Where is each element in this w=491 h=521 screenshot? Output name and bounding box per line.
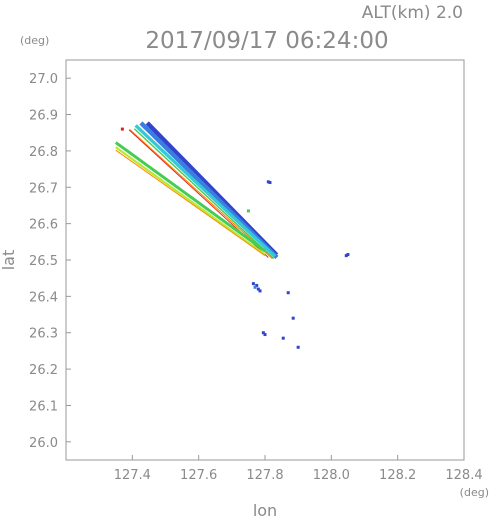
- x-axis-label: lon: [253, 501, 277, 520]
- data-point: [255, 283, 259, 287]
- data-band-layer-orange: [129, 129, 273, 259]
- data-point: [291, 316, 295, 320]
- x-unit-label: (deg): [460, 486, 489, 499]
- plot-frame: [65, 59, 465, 461]
- data-band-2: [114, 141, 266, 257]
- data-point: [258, 289, 262, 293]
- data-point: [266, 180, 270, 184]
- data-point: [296, 345, 300, 349]
- data-point: [281, 336, 285, 340]
- altitude-label: ALT(km) 2.0: [362, 3, 463, 23]
- y-tick-label: 26.7: [29, 181, 58, 196]
- data-band-1: [128, 121, 279, 260]
- y-tick-label: 26.5: [29, 254, 58, 269]
- data-band-layer-orange: [115, 149, 266, 257]
- y-axis-label: lat: [0, 250, 18, 271]
- data-bands-layer: [114, 121, 279, 260]
- x-ticks-layer: 127.4 127.6 127.8 128.0 128.2 128.4: [114, 455, 483, 483]
- data-point: [246, 209, 250, 213]
- y-tick-label: 26.3: [29, 327, 58, 342]
- y-tick-label: 26.9: [29, 109, 58, 124]
- x-tick-label: 127.6: [180, 468, 217, 483]
- data-band-layer-green: [133, 128, 275, 260]
- y-tick-label: 26.1: [29, 399, 58, 414]
- y-tick-label: 26.4: [29, 290, 58, 305]
- data-point: [286, 291, 290, 295]
- data-point: [253, 285, 257, 289]
- y-tick-label: 26.2: [29, 363, 58, 378]
- x-tick-label: 128.2: [379, 468, 416, 483]
- data-point: [346, 253, 350, 257]
- y-unit-label: (deg): [20, 34, 49, 47]
- data-point: [344, 254, 348, 258]
- data-band-layer-green: [114, 141, 266, 253]
- data-band-layer-cyan: [134, 124, 277, 258]
- data-point: [268, 181, 272, 185]
- data-points-layer: [120, 127, 350, 349]
- y-tick-label: 26.6: [29, 218, 58, 233]
- y-ticks-layer: 27.0 26.9 26.8 26.7 26.6 26.5 26.4 26.3 26.2 26.1…: [29, 72, 71, 451]
- y-tick-label: 27.0: [29, 72, 58, 87]
- x-tick-label: 128.0: [313, 468, 350, 483]
- x-tick-label: 127.4: [114, 468, 151, 483]
- x-tick-label: 128.4: [445, 468, 482, 483]
- data-point: [120, 127, 124, 131]
- data-point: [261, 331, 265, 335]
- y-tick-label: 26.8: [29, 145, 58, 160]
- data-point: [251, 282, 255, 286]
- data-point: [263, 333, 267, 337]
- data-band-layer-yellow-green: [115, 146, 266, 256]
- y-tick-label: 26.0: [29, 436, 58, 451]
- chart-datetime-title: 2017/09/17 06:24:00: [145, 28, 388, 54]
- data-point: [256, 287, 260, 291]
- x-tick-label: 127.8: [246, 468, 283, 483]
